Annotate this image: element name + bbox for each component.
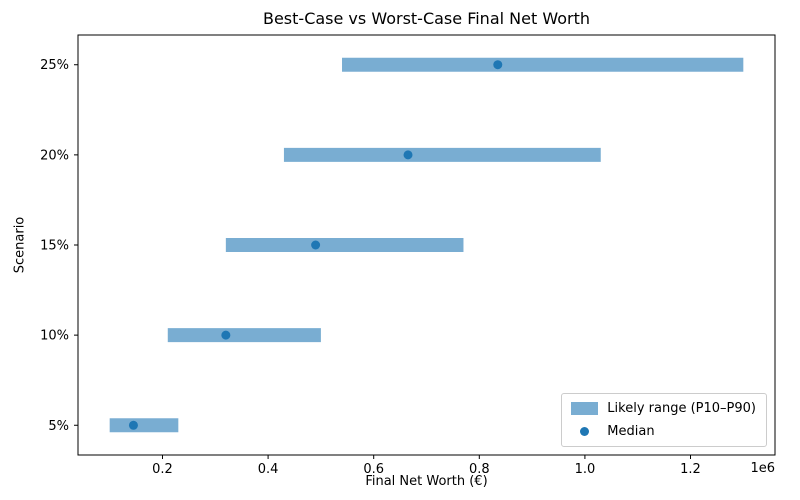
legend-label-range: Likely range (P10–P90): [607, 401, 756, 416]
x-axis-offset-label: 1e6: [750, 461, 775, 476]
x-tick-label: 0.2: [152, 462, 173, 477]
y-tick-label: 25%: [40, 58, 69, 73]
median-dot: [493, 60, 503, 70]
median-dot: [128, 420, 138, 430]
median-dot: [221, 330, 231, 340]
legend-item-range: Likely range (P10–P90): [571, 401, 756, 416]
legend-item-median: Median: [571, 424, 756, 439]
median-dot: [311, 240, 321, 250]
y-tick-label: 20%: [40, 148, 69, 163]
range-bar: [167, 328, 321, 343]
y-tick-label: 15%: [40, 239, 69, 254]
x-tick-label: 1.0: [575, 462, 596, 477]
median-dot-icon: [580, 427, 590, 436]
median-swatch-wrap: [571, 427, 598, 436]
range-bar: [109, 418, 179, 433]
y-axis-label: Scenario: [12, 216, 28, 274]
x-tick-label: 1.2: [680, 462, 701, 477]
x-tick-label: 0.8: [469, 462, 490, 477]
range-bar: [225, 238, 464, 252]
median-dot: [403, 150, 413, 160]
range-bar: [342, 57, 744, 72]
range-swatch-icon: [571, 402, 599, 415]
legend-label-median: Median: [607, 424, 655, 439]
x-axis-label: Final Net Worth (€): [365, 474, 488, 489]
range-bar: [283, 147, 601, 162]
x-tick-label: 0.4: [258, 462, 279, 477]
y-tick-label: 10%: [40, 329, 69, 344]
legend: Likely range (P10–P90) Median: [561, 393, 767, 447]
y-tick-label: 5%: [48, 419, 69, 434]
x-tick-label: 0.6: [363, 462, 384, 477]
chart-title: Best-Case vs Worst-Case Final Net Worth: [262, 9, 590, 28]
